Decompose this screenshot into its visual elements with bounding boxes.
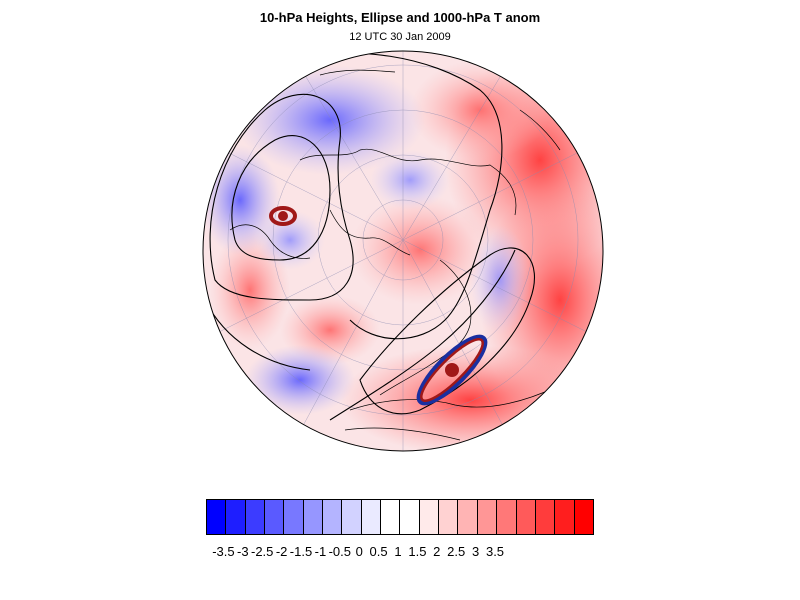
colorbar-label: 1 (394, 544, 402, 559)
colorbar-cell (303, 500, 324, 534)
colorbar-label: 3.5 (485, 544, 505, 559)
colorbar-cell (284, 500, 304, 534)
colorbar-label: -3 (237, 544, 249, 559)
centroid-west (278, 211, 288, 221)
colorbar-label: 2 (433, 544, 441, 559)
colorbar-cell (574, 500, 593, 534)
graticule (203, 51, 603, 451)
globe-outline (202, 50, 604, 452)
colorbar-cell (555, 500, 575, 534)
colorbar-label: -3.5 (212, 544, 235, 559)
colorbar-cell (323, 500, 343, 534)
colorbar-cell (458, 500, 478, 534)
colorbar-cell (342, 500, 362, 534)
centroid-east (445, 363, 459, 377)
colorbar-label: -1 (314, 544, 327, 559)
colorbar-cell (361, 500, 382, 534)
colorbar-label: -0.5 (328, 544, 351, 559)
colorbar-label: 1.5 (408, 544, 427, 559)
ellipse-east-outer (416, 334, 488, 406)
colorbar-label: 2.5 (447, 544, 466, 559)
map-title: 10-hPa Heights, Ellipse and 1000-hPa T a… (259, 10, 541, 25)
colorbar-cell (477, 500, 498, 534)
colorbar-cell (497, 500, 517, 534)
vortex-ellipses (269, 206, 488, 406)
colorbar-label: 3 (471, 544, 480, 559)
colorbar-label: -2.5 (250, 544, 274, 559)
colorbar-cell (516, 500, 536, 534)
colorbar-label: 0.5 (369, 544, 388, 559)
colorbar-cell (419, 500, 440, 534)
colorbar (206, 499, 594, 535)
colorbar-cell (400, 500, 420, 534)
ellipse-east-inner (420, 338, 484, 402)
map-subtitle: 12 UTC 30 Jan 2009 (349, 31, 451, 43)
colorbar-label: 0 (355, 544, 363, 559)
colorbar-cell (245, 500, 266, 534)
ellipse-west (269, 206, 297, 226)
colorbar-cell (535, 500, 556, 534)
colorbar-cell (207, 500, 227, 534)
colorbar-label: -2 (275, 544, 288, 559)
colorbar-cell (265, 500, 285, 534)
colorbar-cell (226, 500, 246, 534)
colorbar-labels: -3.5 -3 -2.5 -2 -1.5 -1 -0.5 0 0.5 1 1.5 2 2.5 3 3.5 (0, 544, 800, 560)
colorbar-cell (381, 500, 401, 534)
colorbar-cell (439, 500, 459, 534)
colorbar-label: -1.5 (289, 544, 313, 559)
